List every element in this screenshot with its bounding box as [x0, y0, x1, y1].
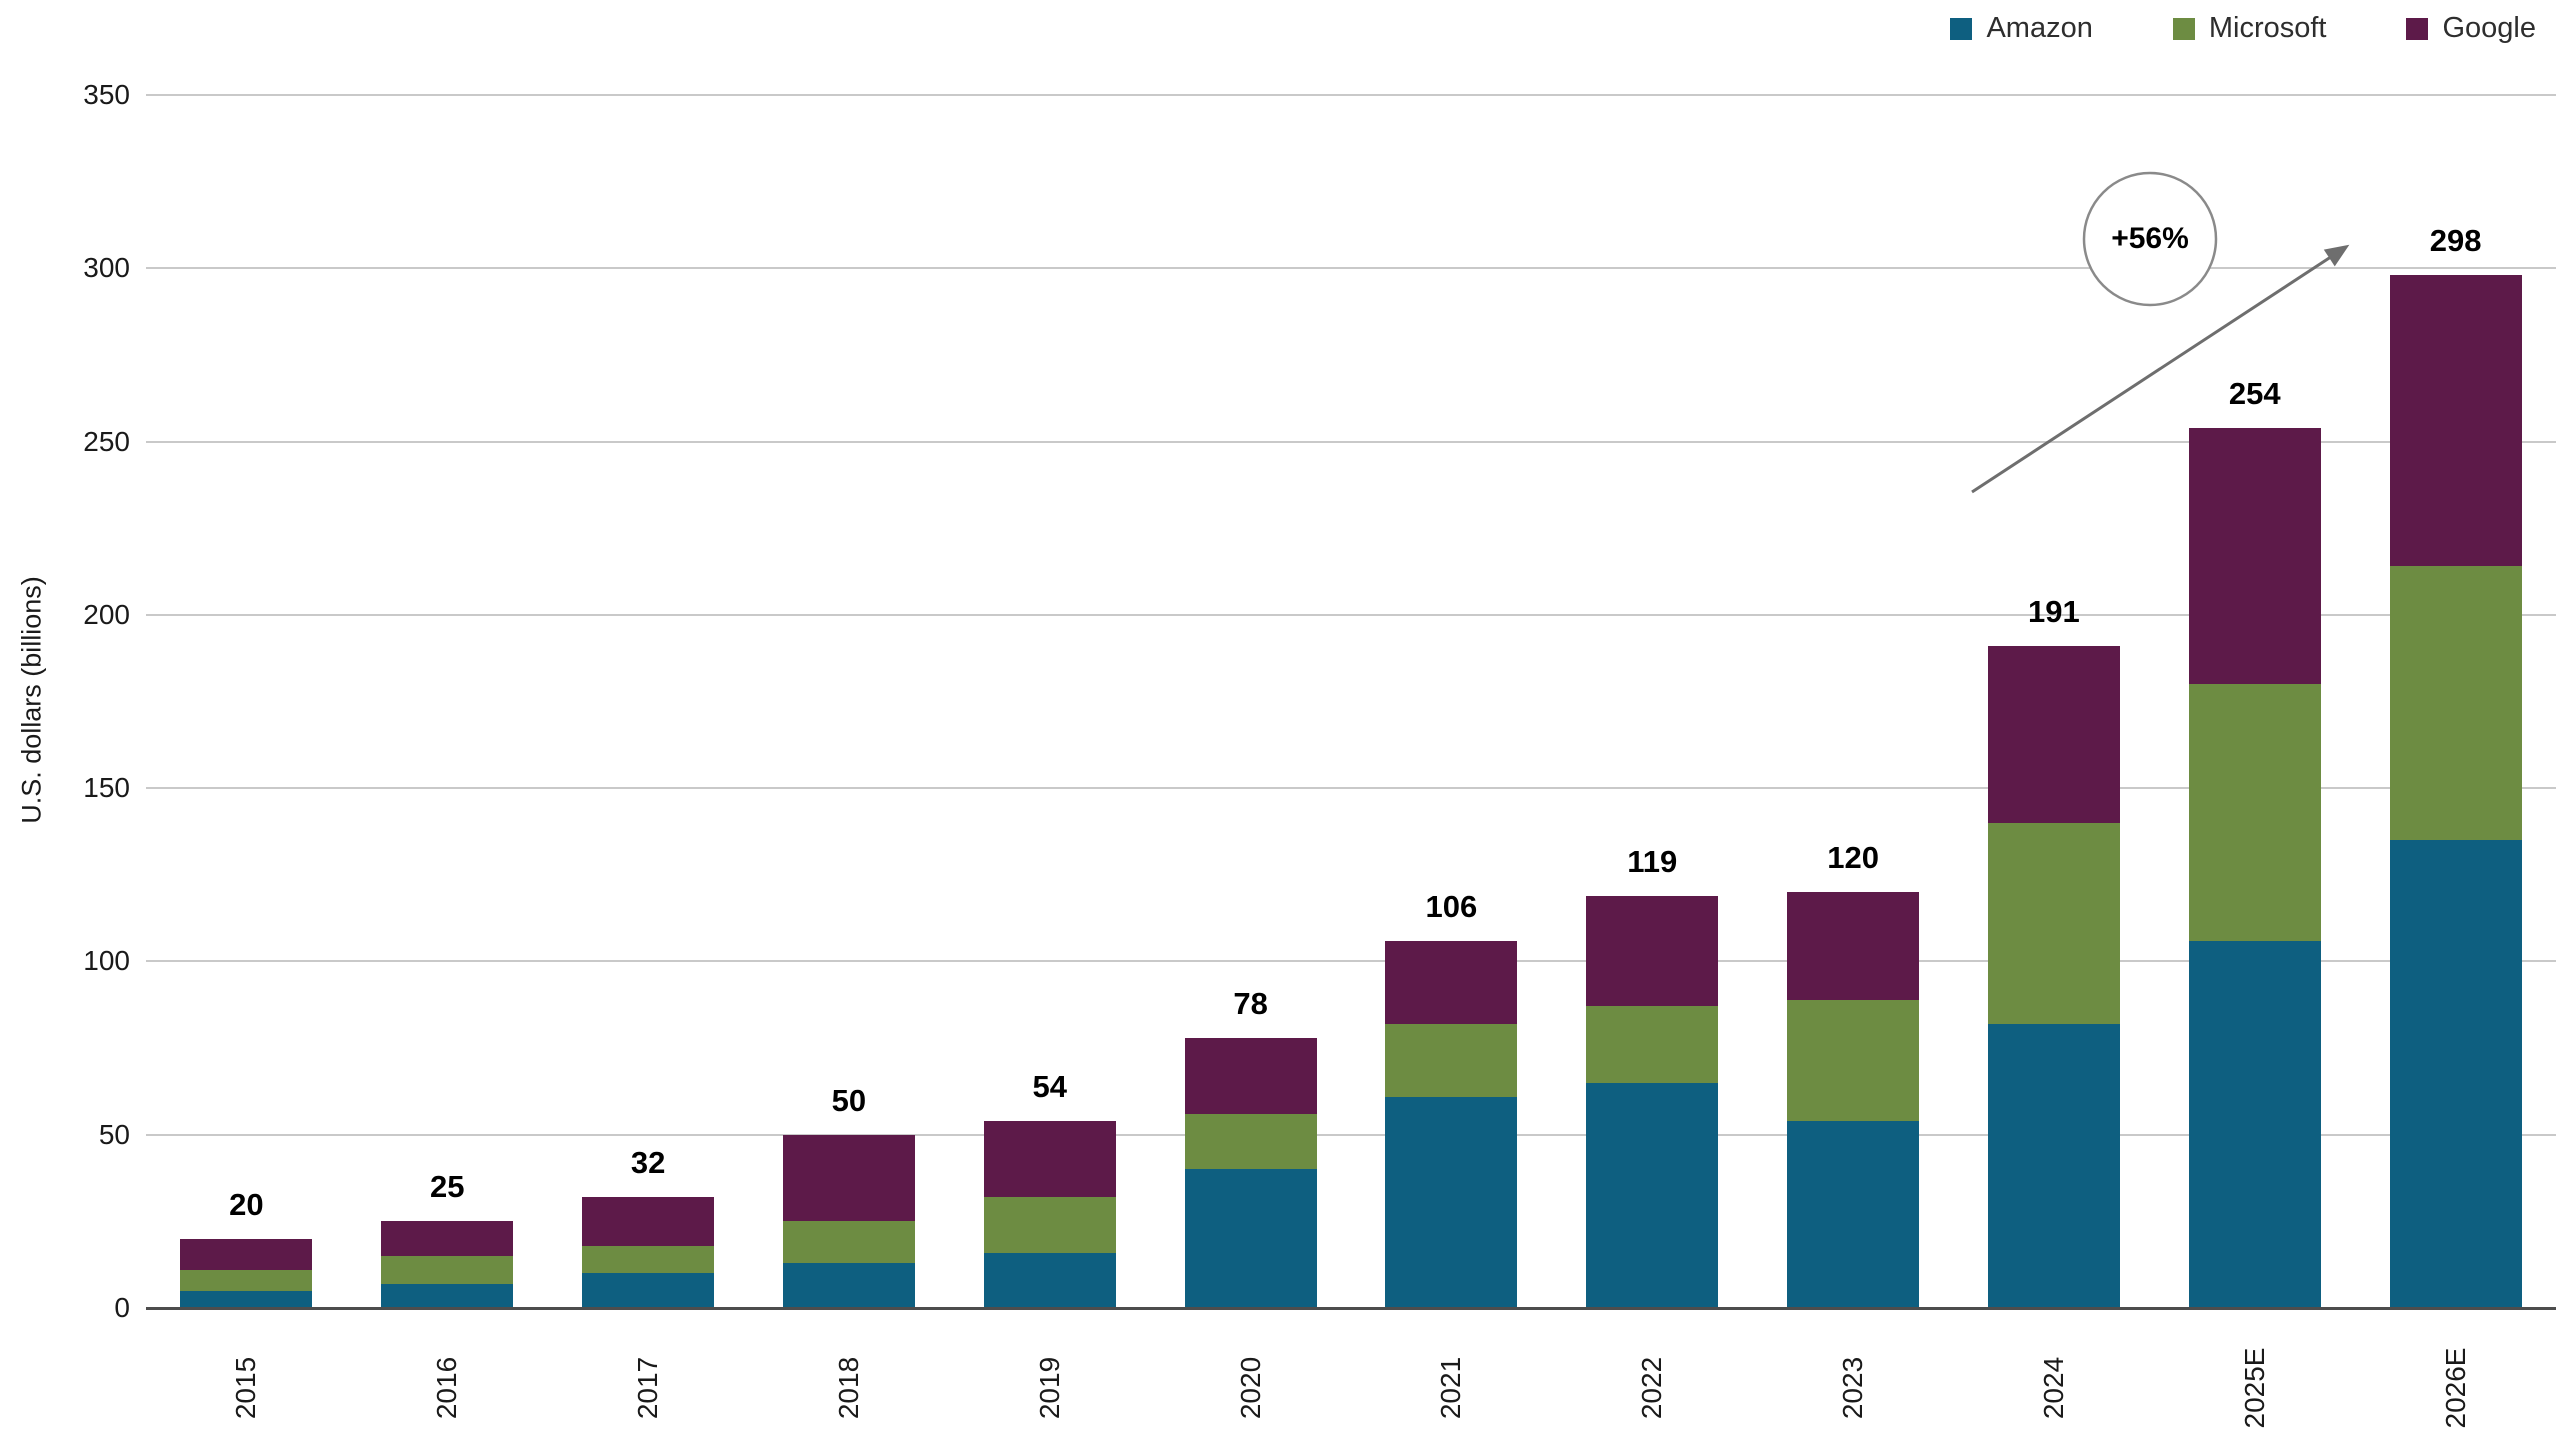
- bar-segment-amazon-2024: [1987, 1023, 2120, 1308]
- gridline-350: [146, 94, 2556, 96]
- bar-segment-amazon-2020: [1184, 1169, 1317, 1308]
- gridline-250: [146, 440, 2556, 443]
- y-tick-label-100: 100: [83, 945, 130, 977]
- bar-segment-google-2024: [1987, 646, 2120, 823]
- bar-segment-google-2023: [1787, 892, 1920, 1000]
- bar-segment-amazon-2018: [782, 1262, 915, 1308]
- bar-segment-amazon-2019: [983, 1252, 1116, 1308]
- bar-segment-microsoft-2015: [180, 1269, 313, 1291]
- legend-label-google: Google: [2442, 12, 2536, 44]
- bar-segment-amazon-2015: [180, 1290, 313, 1308]
- y-tick-label-150: 150: [83, 772, 130, 804]
- gridline-300: [146, 267, 2556, 270]
- x-axis-label-2025e: 2025E: [2238, 1347, 2270, 1429]
- bar-total-label-2019: 54: [1032, 1068, 1067, 1104]
- bar-total-label-2018: 50: [831, 1082, 867, 1118]
- bar-segment-google-2020: [1184, 1037, 1317, 1114]
- bar-segment-microsoft-2026e: [2389, 566, 2522, 841]
- bar-segment-microsoft-2018: [782, 1221, 915, 1263]
- x-axis-label-2024: 2024: [2037, 1356, 2069, 1420]
- bar-segment-google-2026e: [2389, 275, 2522, 567]
- bar-total-label-2024: 191: [2028, 594, 2080, 630]
- bar-segment-amazon-2023: [1787, 1120, 1920, 1308]
- bar-segment-amazon-2025e: [2188, 940, 2321, 1308]
- legend-item-amazon: Amazon: [1950, 12, 2093, 45]
- bar-segment-google-2022: [1586, 895, 1719, 1007]
- bar-segment-amazon-2016: [381, 1283, 514, 1308]
- y-tick-label-250: 250: [83, 425, 130, 457]
- x-axis-label-2019: 2019: [1033, 1356, 1065, 1420]
- y-tick-label-0: 0: [114, 1292, 130, 1323]
- bar-total-label-2025e: 254: [2228, 375, 2281, 411]
- bar-segment-amazon-2022: [1586, 1082, 1719, 1308]
- bar-segment-microsoft-2017: [582, 1245, 715, 1274]
- x-axis-label-2022: 2022: [1636, 1356, 1668, 1420]
- bar-segment-microsoft-2020: [1184, 1113, 1317, 1170]
- legend-label-amazon: Amazon: [1986, 12, 2093, 44]
- x-axis-label-2016: 2016: [431, 1356, 463, 1420]
- gridline-100: [146, 960, 2556, 963]
- legend-swatch-amazon: [1950, 17, 1973, 40]
- bar-total-label-2016: 25: [430, 1169, 465, 1205]
- gridline-50: [146, 1133, 2556, 1136]
- legend-swatch-google: [2406, 17, 2429, 40]
- y-tick-label-200: 200: [83, 598, 130, 630]
- bar-segment-google-2015: [180, 1238, 313, 1270]
- bar-total-label-2021: 106: [1425, 888, 1478, 924]
- bar-segment-google-2021: [1385, 940, 1518, 1024]
- legend-swatch-microsoft: [2172, 17, 2195, 40]
- legend-item-microsoft: Microsoft: [2172, 12, 2327, 45]
- gridline-200: [146, 613, 2556, 616]
- growth-annotation-label: +56%: [2111, 222, 2189, 255]
- x-axis-baseline: [146, 1307, 2556, 1310]
- x-axis-label-2021: 2021: [1435, 1356, 1467, 1420]
- legend-item-google: Google: [2406, 12, 2536, 45]
- y-tick-label-300: 300: [83, 252, 130, 284]
- bar-total-label-2015: 20: [229, 1186, 264, 1222]
- y-tick-label-50: 50: [98, 1118, 130, 1150]
- x-axis-label-2026e: 2026E: [2439, 1347, 2471, 1429]
- bar-segment-amazon-2026e: [2389, 840, 2522, 1308]
- bar-segment-google-2019: [983, 1120, 1116, 1198]
- bar-total-label-2020: 78: [1233, 985, 1268, 1021]
- bar-segment-google-2018: [782, 1134, 915, 1222]
- bar-segment-microsoft-2021: [1385, 1023, 1518, 1097]
- bar-segment-microsoft-2024: [1987, 822, 2120, 1024]
- bar-segment-amazon-2017: [582, 1273, 715, 1308]
- bar-segment-google-2025e: [2188, 427, 2321, 685]
- legend-label-microsoft: Microsoft: [2208, 12, 2327, 44]
- bar-segment-microsoft-2019: [983, 1197, 1116, 1253]
- x-axis-label-2023: 2023: [1837, 1356, 1869, 1420]
- bar-segment-amazon-2021: [1385, 1096, 1518, 1308]
- bar-segment-microsoft-2016: [381, 1256, 514, 1284]
- bar-segment-google-2017: [582, 1197, 715, 1246]
- bar-segment-microsoft-2022: [1586, 1006, 1719, 1083]
- bar-segment-microsoft-2023: [1787, 999, 1920, 1121]
- bar-segment-google-2016: [381, 1221, 514, 1256]
- y-tick-label-350: 350: [83, 79, 130, 110]
- bar-total-label-2022: 119: [1627, 843, 1678, 879]
- x-axis-label-2020: 2020: [1234, 1356, 1266, 1420]
- bar-total-label-2026e: 298: [2429, 223, 2482, 259]
- gridline-150: [146, 787, 2556, 790]
- x-axis-label-2017: 2017: [632, 1356, 664, 1420]
- x-axis-label-2015: 2015: [230, 1356, 262, 1420]
- bar-total-label-2017: 32: [630, 1145, 666, 1181]
- x-axis-label-2018: 2018: [832, 1356, 864, 1420]
- chart-legend: Amazon Microsoft Google: [1950, 12, 2536, 45]
- bar-segment-microsoft-2025e: [2188, 684, 2321, 941]
- bar-total-label-2023: 120: [1827, 840, 1879, 876]
